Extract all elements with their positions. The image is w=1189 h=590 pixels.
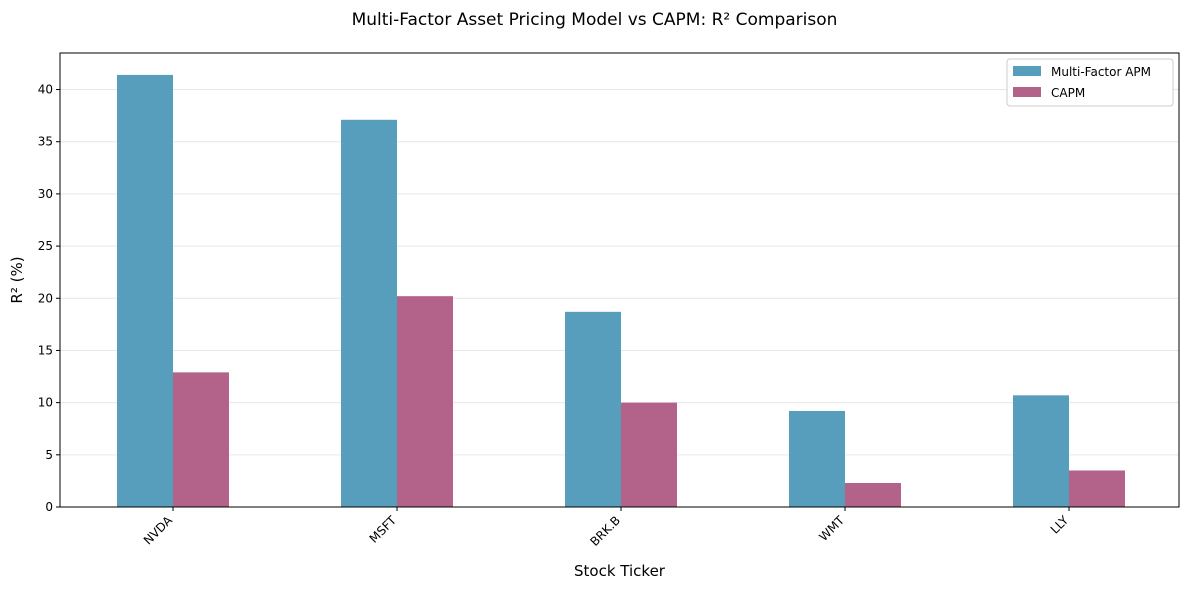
y-tick-label: 25 [38, 239, 53, 253]
bar-lly-capm [1069, 470, 1125, 507]
x-tick-label: LLY [1048, 513, 1072, 537]
bars [117, 74, 1125, 508]
x-tick-label: BRK.B [587, 513, 623, 549]
y-tick-label: 15 [38, 343, 53, 357]
legend: Multi-Factor APM CAPM [1006, 58, 1174, 107]
y-tick-label: 35 [38, 135, 53, 149]
legend-label-capm: CAPM [1051, 86, 1085, 100]
bar-wmt-multi-factor-apm [789, 410, 845, 507]
legend-swatch-multi-factor-apm [1013, 66, 1041, 76]
x-tick-label: WMT [816, 513, 847, 544]
bar-brkb-capm [621, 402, 677, 507]
y-tick-label: 0 [45, 500, 53, 514]
legend-frame [1006, 58, 1174, 107]
y-tick-label: 30 [38, 187, 53, 201]
x-axis: NVDA MSFT BRK.B WMT LLY [141, 507, 1072, 549]
bar-lly-multi-factor-apm [1013, 395, 1069, 507]
y-tick-label: 20 [38, 291, 53, 305]
y-axis: 0 5 10 15 20 25 30 35 40 [38, 83, 60, 514]
bar-msft-capm [397, 296, 453, 507]
legend-swatch-capm [1013, 87, 1041, 97]
x-tick-label: NVDA [141, 513, 176, 548]
plot-frame [59, 52, 1180, 508]
bar-nvda-capm [173, 372, 229, 507]
y-tick-label: 40 [38, 83, 53, 97]
y-tick-label: 5 [45, 448, 53, 462]
bar-nvda-multi-factor-apm [117, 74, 173, 508]
chart-title: Multi-Factor Asset Pricing Model vs CAPM… [352, 10, 838, 30]
x-axis-label: Stock Ticker [574, 562, 666, 580]
legend-label-multi-factor-apm: Multi-Factor APM [1051, 65, 1151, 79]
x-tick-label: MSFT [367, 513, 400, 546]
bar-brkb-multi-factor-apm [565, 311, 621, 507]
y-axis-label: R² (%) [8, 256, 26, 303]
y-tick-label: 10 [38, 396, 53, 410]
bar-wmt-capm [845, 482, 901, 507]
bar-msft-multi-factor-apm [341, 119, 397, 507]
